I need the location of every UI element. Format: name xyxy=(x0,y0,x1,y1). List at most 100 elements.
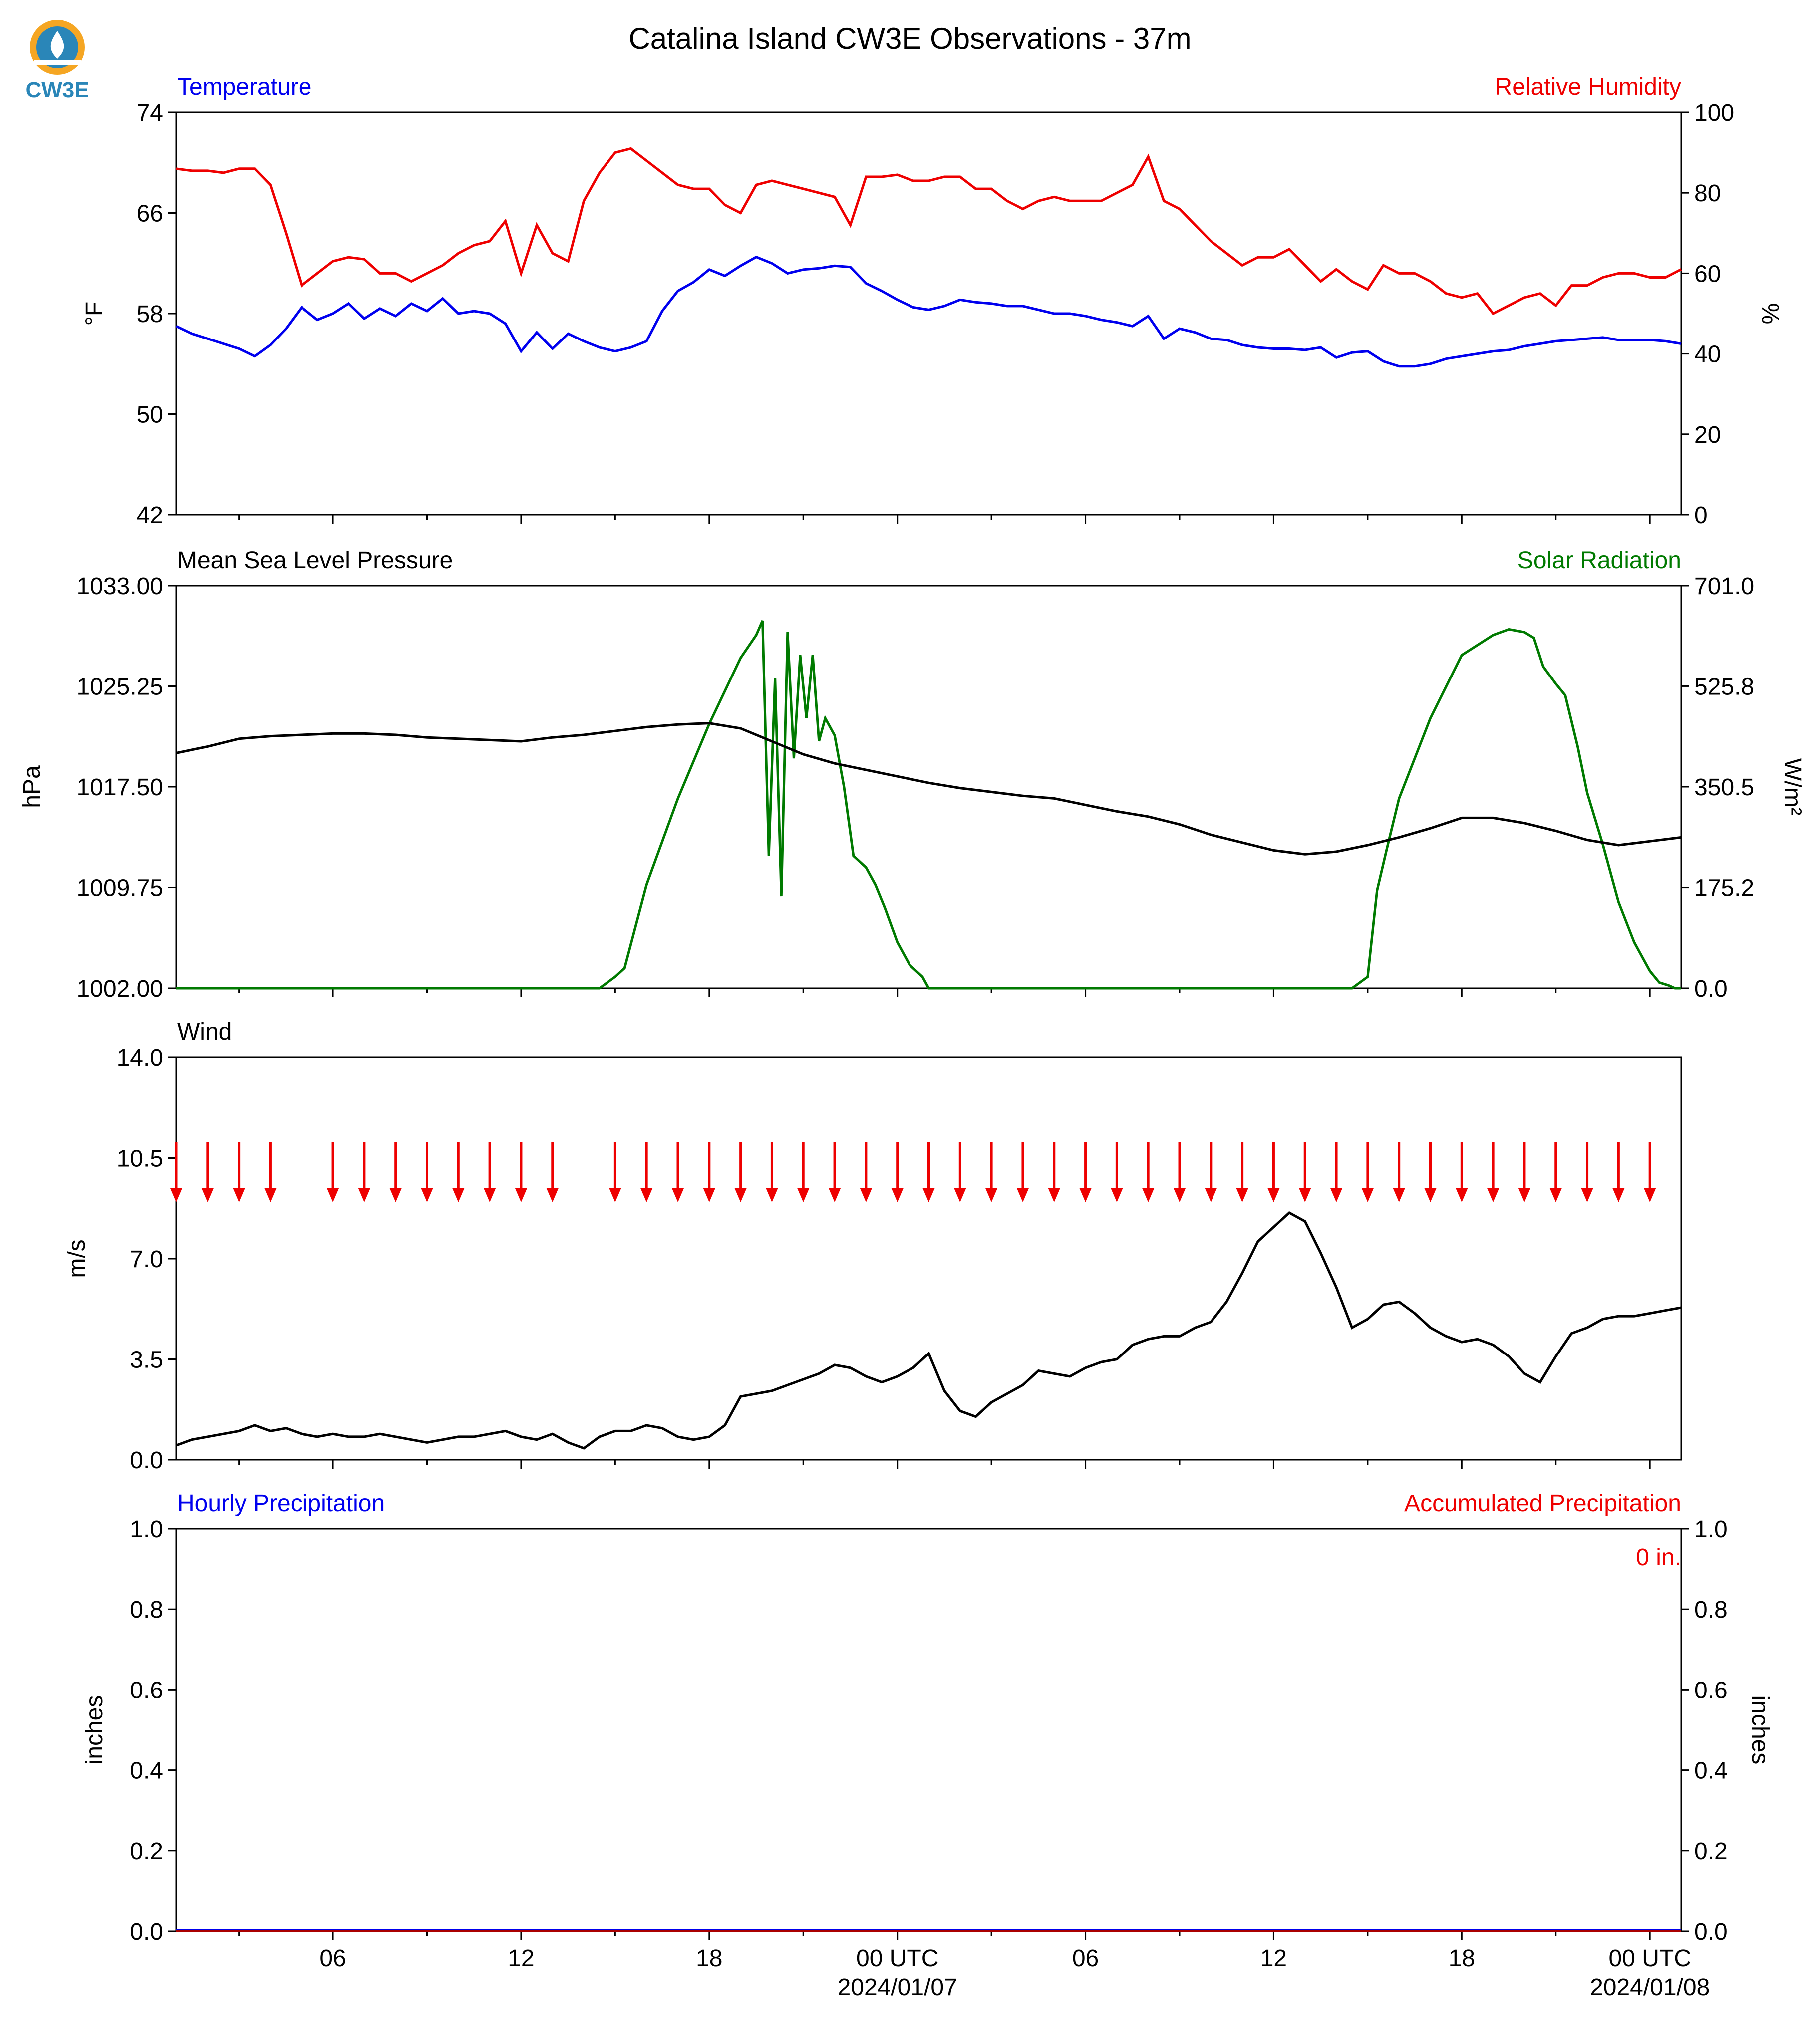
wind-arrow xyxy=(640,1142,653,1202)
wind-arrow-head xyxy=(954,1188,966,1202)
wind-arrow-head xyxy=(1393,1188,1405,1202)
x-tick-label: 00 UTC xyxy=(1609,1945,1691,1972)
wind-tick-labels: 14.0 10.5 7.0 3.5 0.0 xyxy=(117,1045,176,1474)
left-axis-tick-label: 0.2 xyxy=(130,1838,163,1865)
wind-arrow-head xyxy=(452,1188,465,1202)
wind-arrow xyxy=(452,1142,465,1202)
right-axis-tick-label: 0 xyxy=(1694,502,1708,529)
wind-arrow-head xyxy=(734,1188,747,1202)
wind-arrow-head xyxy=(1299,1188,1311,1202)
panel-x-ticks xyxy=(238,1931,1651,1940)
precipitation-panel: Hourly Precipitation Accumulated Precipi… xyxy=(81,1490,1773,1945)
hourly-precip-ylabel: inches xyxy=(81,1695,108,1765)
right-axis-tick-label: 175.2 xyxy=(1694,875,1754,902)
wind-arrow xyxy=(1048,1142,1060,1202)
wind-arrow xyxy=(985,1142,998,1202)
left-axis-tick-label: 1033.00 xyxy=(76,573,163,600)
wind-arrow-head xyxy=(640,1188,653,1202)
wind-arrow-head xyxy=(358,1188,370,1202)
wind-arrow xyxy=(860,1142,872,1202)
wind-arrow xyxy=(1361,1142,1374,1202)
wind-arrow-head xyxy=(1518,1188,1530,1202)
wind-arrow xyxy=(1079,1142,1092,1202)
humidity-tick-labels: 100 80 60 40 20 0 xyxy=(1681,100,1734,529)
x-tick-label: 00 UTC xyxy=(856,1945,938,1972)
wind-ylabel: m/s xyxy=(64,1239,90,1278)
right-axis-tick-label: 0.8 xyxy=(1694,1597,1728,1623)
wind-arrow-head xyxy=(1549,1188,1562,1202)
wind-arrow xyxy=(358,1142,370,1202)
figure-title: Catalina Island CW3E Observations - 37m xyxy=(628,22,1191,55)
humidity-line xyxy=(176,147,1682,316)
panel-frame xyxy=(175,585,1682,989)
wind-arrow xyxy=(609,1142,621,1202)
left-axis-tick-label: 58 xyxy=(137,301,163,328)
wind-arrow xyxy=(1236,1142,1248,1202)
left-axis-tick-label: 0.4 xyxy=(130,1758,163,1784)
wind-arrow xyxy=(327,1142,339,1202)
solar-radiation-line xyxy=(176,620,1681,990)
left-axis-tick-label: 14.0 xyxy=(117,1045,163,1071)
right-axis-tick-label: 350.5 xyxy=(1694,774,1754,801)
wind-arrow xyxy=(797,1142,810,1202)
wind-arrow-head xyxy=(1142,1188,1155,1202)
wind-arrow-head xyxy=(1016,1188,1029,1202)
pressure-tick-labels: 1033.00 1025.25 1017.50 1009.75 1002.00 xyxy=(76,573,176,1002)
panel-frame xyxy=(175,111,1682,516)
logo-text: CW3E xyxy=(25,78,89,102)
wind-arrow-head xyxy=(829,1188,841,1202)
temperature-humidity-panel: Temperature Relative Humidity °F % 74 66 5… xyxy=(81,74,1783,529)
wind-arrow xyxy=(703,1142,715,1202)
accum-precip-value: 0 in. xyxy=(1636,1544,1681,1571)
x-tick-label: 18 xyxy=(1449,1945,1475,1972)
wind-arrow xyxy=(829,1142,841,1202)
wind-arrow xyxy=(672,1142,684,1202)
wind-arrow-head xyxy=(1424,1188,1437,1202)
accum-precip-ylabel: inches xyxy=(1747,1695,1773,1765)
left-axis-tick-label: 0.0 xyxy=(130,1919,163,1945)
panel-frame xyxy=(175,1056,1682,1461)
pressure-title: Mean Sea Level Pressure xyxy=(177,547,453,574)
pressure-line xyxy=(176,722,1682,856)
wind-arrow xyxy=(1016,1142,1029,1202)
wind-arrow-head xyxy=(1205,1188,1217,1202)
accum-precip-title: Accumulated Precipitation xyxy=(1404,1490,1681,1517)
wind-arrow xyxy=(1111,1142,1123,1202)
solar-ylabel: W/m² xyxy=(1779,758,1806,816)
wind-direction-arrows xyxy=(170,1142,1656,1202)
right-axis-tick-label: 0.2 xyxy=(1694,1838,1728,1865)
wind-arrow xyxy=(1299,1142,1311,1202)
pressure-ylabel: hPa xyxy=(19,765,45,808)
x-tick-label: 12 xyxy=(508,1945,534,1972)
wind-arrow xyxy=(1456,1142,1468,1202)
wind-arrow xyxy=(1330,1142,1343,1202)
right-axis-tick-label: 0.4 xyxy=(1694,1758,1728,1784)
wind-arrow-head xyxy=(1330,1188,1343,1202)
right-axis-tick-label: 0.6 xyxy=(1694,1677,1728,1703)
wind-arrow xyxy=(891,1142,904,1202)
panel-x-ticks xyxy=(238,1460,1651,1469)
solar-tick-labels: 701.0 525.8 350.5 175.2 0.0 xyxy=(1681,573,1754,1002)
wind-arrow-head xyxy=(797,1188,810,1202)
x-tick-label: 18 xyxy=(696,1945,722,1972)
wind-arrow-head xyxy=(985,1188,998,1202)
x-tick-label: 06 xyxy=(1072,1945,1099,1972)
wind-arrow-head xyxy=(1079,1188,1092,1202)
left-axis-tick-label: 66 xyxy=(137,201,163,227)
pressure-solar-panel: Mean Sea Level Pressure Solar Radiation … xyxy=(19,547,1806,1002)
wind-arrow-head xyxy=(546,1188,559,1202)
wind-arrow-head xyxy=(1644,1188,1656,1202)
x-tick-label: 12 xyxy=(1260,1945,1287,1972)
wind-arrow-head xyxy=(860,1188,872,1202)
left-axis-tick-label: 0.6 xyxy=(130,1677,163,1703)
left-axis-tick-label: 50 xyxy=(137,402,163,428)
wind-arrow xyxy=(515,1142,527,1202)
wind-arrow-head xyxy=(1267,1188,1280,1202)
wind-arrow-head xyxy=(484,1188,496,1202)
wind-arrow xyxy=(1142,1142,1155,1202)
wind-arrow-head xyxy=(766,1188,778,1202)
wind-arrow xyxy=(1518,1142,1530,1202)
